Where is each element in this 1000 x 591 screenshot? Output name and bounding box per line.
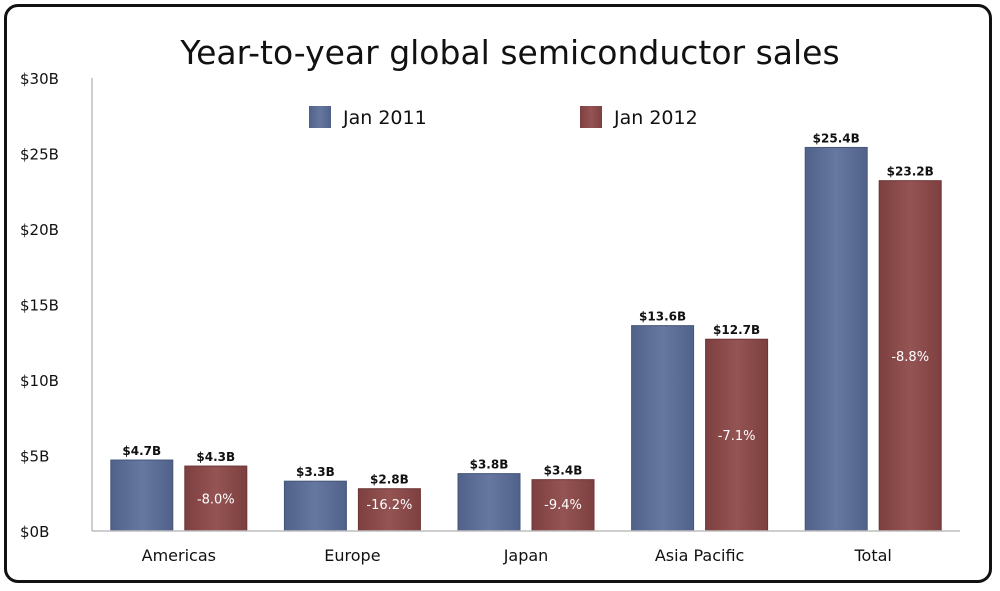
- legend-swatch-jan-2011: [309, 106, 331, 128]
- y-axis: $0B $5B $10B $15B $20B $25B $30B: [20, 70, 93, 541]
- bar-jan-2011: [804, 146, 868, 532]
- legend: Jan 2011 Jan 2012: [309, 106, 698, 129]
- legend-swatch-jan-2012: [580, 106, 602, 128]
- bar-value-label: $13.6B: [639, 310, 686, 324]
- y-tick-label: $5B: [20, 448, 49, 466]
- bar-value-label: $4.7B: [122, 444, 161, 458]
- legend-label-jan-2011: Jan 2011: [342, 107, 427, 129]
- bar-jan-2011: [631, 325, 695, 532]
- bar-value-label: $4.3B: [196, 450, 235, 464]
- bar-value-label: $2.8B: [370, 473, 409, 487]
- y-tick-label: $25B: [20, 146, 59, 164]
- x-axis: Americas Europe Japan Asia Pacific Total: [92, 530, 960, 565]
- bar-value-label: $3.3B: [296, 465, 335, 479]
- bar-value-label: $25.4B: [813, 131, 860, 145]
- change-percent-label: -16.2%: [366, 498, 412, 513]
- bar-jan-2012: [184, 465, 248, 532]
- bar-jan-2012: [878, 180, 942, 532]
- legend-label-jan-2012: Jan 2012: [613, 107, 698, 129]
- bar-value-label: $3.4B: [544, 464, 583, 478]
- change-percent-label: -9.4%: [544, 498, 582, 513]
- bar-value-label: $12.7B: [713, 323, 760, 337]
- bar-jan-2011: [457, 473, 521, 532]
- y-tick-label: $0B: [20, 523, 49, 541]
- y-tick-label: $30B: [20, 70, 59, 88]
- bar-value-label: $3.8B: [470, 458, 509, 472]
- chart-title: Year-to-year global semiconductor sales: [179, 33, 839, 72]
- y-tick-label: $10B: [20, 372, 59, 390]
- x-tick-label: Europe: [324, 546, 380, 565]
- bar-jan-2011: [110, 459, 174, 532]
- bar-jan-2012: [705, 338, 769, 532]
- x-tick-label: Japan: [503, 546, 549, 565]
- x-tick-label: Americas: [142, 546, 216, 565]
- change-percent-label: -8.8%: [891, 350, 929, 365]
- change-percent-label: -7.1%: [718, 429, 756, 444]
- bar-jan-2012: [531, 479, 595, 532]
- x-tick-label: Asia Pacific: [655, 546, 744, 565]
- bar-value-label: $23.2B: [887, 165, 934, 179]
- bar-jan-2011: [283, 480, 347, 532]
- y-tick-label: $15B: [20, 297, 59, 315]
- y-tick-label: $20B: [20, 221, 59, 239]
- x-tick-label: Total: [854, 546, 892, 565]
- change-percent-label: -8.0%: [197, 493, 235, 508]
- bars: $4.7B $4.3B -8.0% $3.3B $2.8B -16.2% $3.8B $3.4…: [110, 131, 942, 532]
